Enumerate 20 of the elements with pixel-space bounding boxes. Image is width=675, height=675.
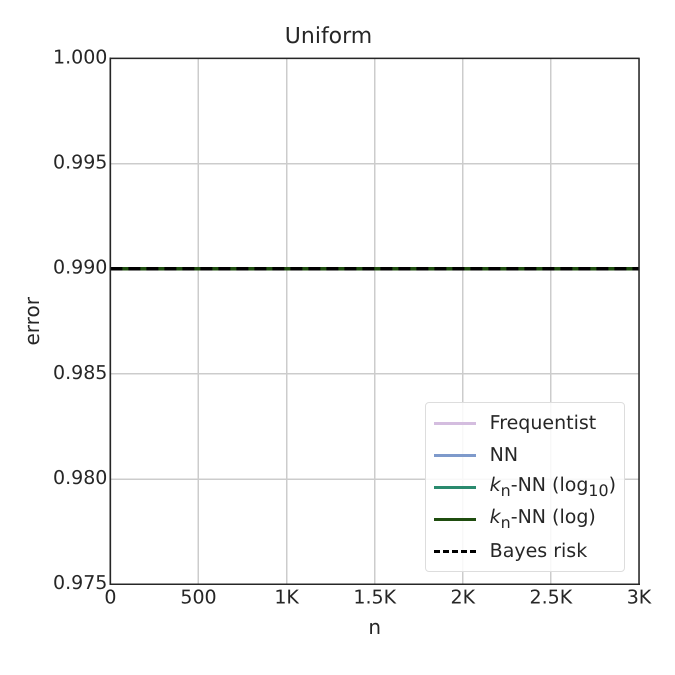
- chart-title: Uniform: [284, 24, 372, 49]
- x-tick-label: 0: [104, 586, 116, 609]
- legend-label: Frequentist: [490, 412, 596, 434]
- legend-label: k$_{n}$-NN (log): [490, 506, 596, 532]
- x-tick-label: 500: [180, 586, 217, 609]
- y-tick-label: 0.990: [52, 256, 108, 279]
- x-tick-label: 2K: [450, 586, 476, 609]
- x-axis-title: n: [368, 615, 382, 640]
- y-tick-label: 0.985: [52, 362, 108, 384]
- y-axis-title: error: [20, 296, 44, 346]
- x-tick-label: 3K: [626, 586, 652, 609]
- y-tick-label: 0.980: [52, 466, 108, 489]
- x-tick-label: 1.5K: [353, 586, 397, 609]
- legend-label: k$_{n}$-NN (log$_{10}$): [490, 474, 616, 500]
- y-tick-label: 0.995: [52, 151, 108, 174]
- y-tick-label: 1.000: [52, 46, 108, 68]
- legend-label: Bayes risk: [490, 540, 588, 562]
- x-tick-label: 1K: [274, 586, 300, 609]
- legend-label: NN: [490, 444, 518, 466]
- x-tick-label: 2.5K: [530, 586, 573, 609]
